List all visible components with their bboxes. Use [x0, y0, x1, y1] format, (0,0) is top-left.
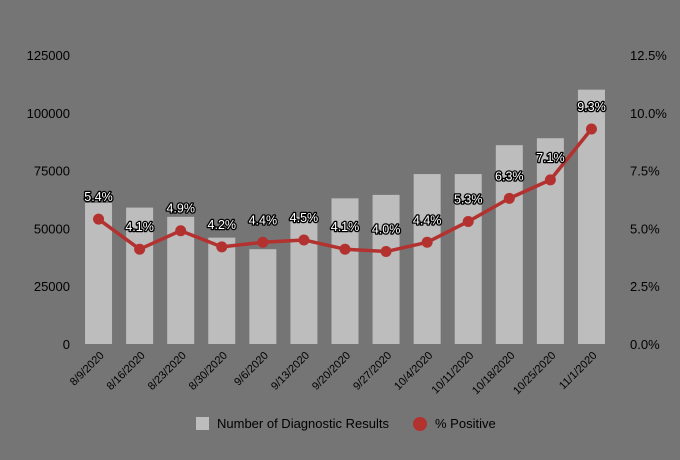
data-label: 4.1% — [331, 220, 360, 234]
bar — [413, 174, 441, 344]
right-axis-tick-label: 10.0% — [630, 106, 667, 121]
right-axis: 0.0% 2.5% 5.0% 7.5% 10.0% 12.5% — [630, 48, 667, 352]
data-label: 5.3% — [454, 192, 483, 206]
bar-series — [85, 89, 605, 345]
legend-swatch-bar — [196, 417, 209, 430]
left-axis-tick-label: 100000 — [27, 106, 70, 121]
line-point — [380, 246, 392, 258]
data-label: 4.9% — [166, 202, 195, 216]
x-axis-tick-label: 8/23/2020 — [146, 350, 189, 393]
x-axis-tick-label: 8/30/2020 — [187, 350, 230, 393]
left-axis-tick-label: 50000 — [34, 221, 70, 236]
data-label: 5.4% — [84, 190, 113, 204]
x-axis-tick-label: 10/25/2020 — [511, 350, 558, 397]
line-point — [503, 192, 515, 204]
line-point — [298, 234, 310, 246]
line-point — [544, 174, 556, 186]
bar — [331, 198, 359, 344]
line-series — [93, 123, 597, 258]
bar — [167, 216, 195, 344]
line-point — [175, 225, 187, 237]
x-axis-tick-label: 10/4/2020 — [392, 350, 435, 393]
x-axis-tick-label: 8/9/2020 — [68, 350, 107, 389]
line-point — [134, 243, 146, 255]
data-label: 7.1% — [536, 151, 565, 165]
x-axis-tick-label: 9/27/2020 — [351, 350, 394, 393]
legend-label-bar: Number of Diagnostic Results — [217, 416, 389, 431]
x-axis-tick-label: 11/1/2020 — [557, 350, 600, 393]
x-axis-tick-label: 10/18/2020 — [470, 350, 517, 397]
x-axis-tick-label: 9/13/2020 — [269, 350, 312, 393]
x-axis-tick-label: 10/11/2020 — [430, 350, 477, 397]
bar — [208, 237, 236, 344]
data-label: 4.2% — [208, 218, 237, 232]
legend: Number of Diagnostic Results % Positive — [196, 416, 496, 431]
bar — [454, 174, 482, 344]
bar — [372, 194, 400, 344]
data-label: 4.1% — [125, 220, 154, 234]
left-axis-tick-label: 125000 — [27, 48, 70, 63]
line-point — [339, 243, 351, 255]
data-labels: 5.4% 4.1% 4.9% 4.2% 4.4% 4.5% 4.1% 4.0% 4.4% 5.3%… — [83, 99, 607, 238]
x-axis-tick-label: 8/16/2020 — [105, 350, 148, 393]
bar — [249, 249, 277, 344]
left-axis-tick-label: 0 — [63, 337, 70, 352]
line-point — [462, 215, 474, 227]
data-label: 9.3% — [577, 100, 606, 114]
right-axis-tick-label: 7.5% — [630, 164, 660, 179]
left-axis-tick-label: 25000 — [34, 279, 70, 294]
bar — [536, 138, 564, 344]
right-axis-tick-label: 12.5% — [630, 48, 667, 63]
data-label: 4.4% — [413, 213, 442, 227]
line-point — [93, 213, 105, 225]
line-point — [216, 241, 228, 253]
legend-label-line: % Positive — [435, 416, 496, 431]
legend-swatch-line — [413, 417, 427, 431]
left-axis: 0 25000 50000 75000 100000 125000 — [27, 48, 70, 352]
line-point — [585, 123, 597, 135]
bar — [495, 145, 523, 344]
left-axis-tick-label: 75000 — [34, 164, 70, 179]
x-axis-tick-label: 9/20/2020 — [310, 350, 353, 393]
data-label: 6.3% — [495, 169, 524, 183]
data-label: 4.4% — [249, 213, 278, 227]
data-label: 4.5% — [290, 211, 319, 225]
line-point — [421, 236, 433, 248]
line-point — [257, 236, 269, 248]
right-axis-tick-label: 0.0% — [630, 337, 660, 352]
bar — [126, 207, 154, 344]
x-axis-tick-label: 9/6/2020 — [232, 350, 271, 389]
right-axis-tick-label: 5.0% — [630, 221, 660, 236]
data-label: 4.0% — [372, 223, 401, 237]
right-axis-tick-label: 2.5% — [630, 279, 660, 294]
